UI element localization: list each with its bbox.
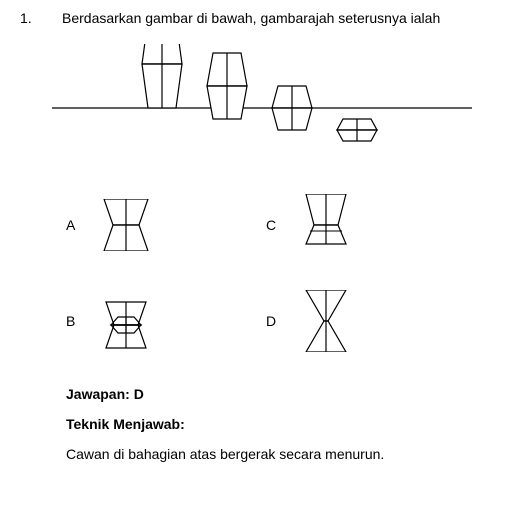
answer-explanation: Cawan di bahagian atas bergerak secara m… [66, 446, 491, 462]
option-D: D [266, 290, 466, 352]
question-text: Berdasarkan gambar di bawah, gambarajah … [62, 10, 491, 26]
options-block: A C B D [66, 194, 491, 352]
question-number: 1. [20, 10, 38, 26]
answer-label: Jawapan: D [66, 386, 491, 402]
option-label-D: D [266, 313, 296, 329]
technique-label: Teknik Menjawab: [66, 416, 491, 432]
answer-block: Jawapan: D Teknik Menjawab: Cawan di bah… [66, 386, 491, 462]
option-B: B [66, 290, 266, 352]
options-row-2: B D [66, 290, 491, 352]
option-label-B: B [66, 313, 96, 329]
question-header: 1. Berdasarkan gambar di bawah, gambaraj… [20, 10, 491, 26]
option-A: A [66, 199, 266, 251]
sequence-figure [52, 44, 472, 164]
options-row-1: A C [66, 194, 491, 256]
option-label-A: A [66, 217, 96, 233]
question-page: 1. Berdasarkan gambar di bawah, gambaraj… [0, 0, 511, 472]
option-label-C: C [266, 217, 296, 233]
option-C: C [266, 194, 466, 256]
option-shape-A [96, 199, 156, 251]
option-shape-B [96, 290, 156, 352]
option-shape-D [296, 290, 356, 352]
option-shape-C [296, 194, 356, 256]
